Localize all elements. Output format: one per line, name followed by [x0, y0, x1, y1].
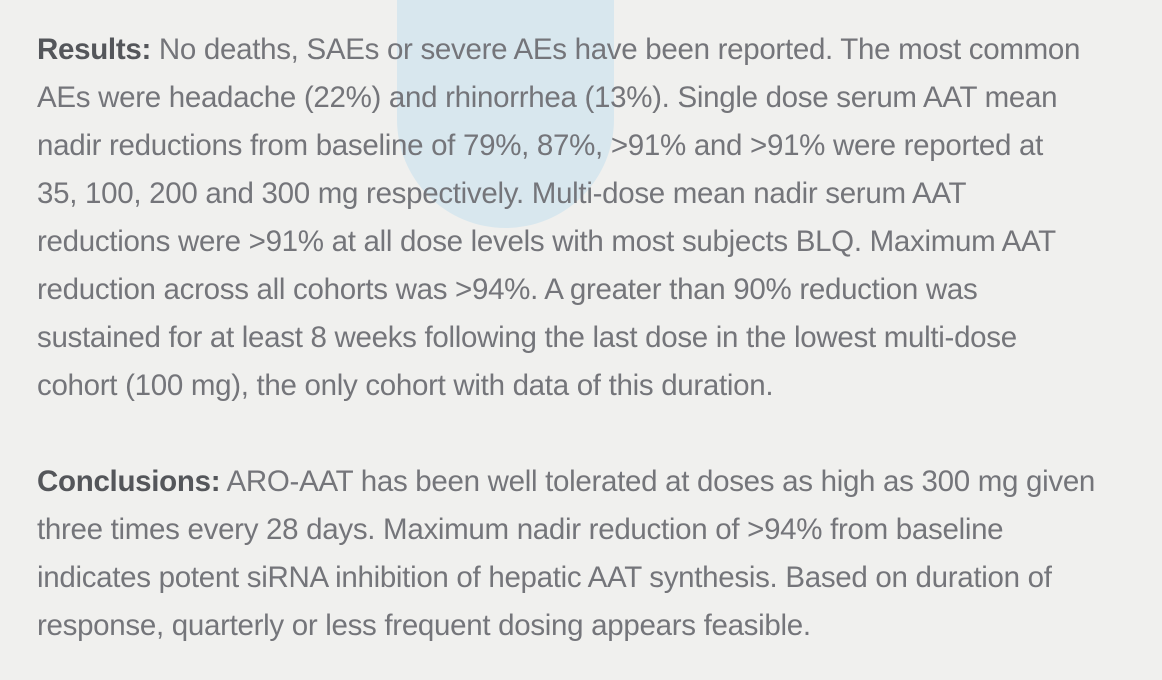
abstract-text-block: Results: No deaths, SAEs or severe AEs h…: [37, 26, 1142, 650]
results-paragraph: Results: No deaths, SAEs or severe AEs h…: [37, 26, 1142, 410]
results-section-label: Results:: [37, 33, 151, 66]
conclusions-line: response, quarterly or less frequent dos…: [37, 609, 811, 642]
conclusions-line: Conclusions: ARO-AAT has been well toler…: [37, 458, 1142, 506]
results-line: AEs were headache (22%) and rhinorrhea (…: [37, 81, 1058, 114]
results-line-text: No deaths, SAEs or severe AEs have been …: [158, 33, 1081, 66]
results-line: cohort (100 mg), the only cohort with da…: [37, 369, 774, 402]
conclusions-line: three times every 28 days. Maximum nadir…: [37, 513, 1004, 546]
results-line: Results: No deaths, SAEs or severe AEs h…: [37, 26, 1142, 74]
results-line: reductions were >91% at all dose levels …: [37, 225, 1056, 258]
conclusions-paragraph: Conclusions: ARO-AAT has been well toler…: [37, 458, 1142, 650]
conclusions-line: indicates potent siRNA inhibition of hep…: [37, 561, 1052, 594]
conclusions-section-label: Conclusions:: [37, 465, 221, 498]
results-line: nadir reductions from baseline of 79%, 8…: [37, 129, 1044, 162]
results-line: sustained for at least 8 weeks following…: [37, 321, 1017, 354]
decorative-pill-shape: [397, 0, 614, 228]
results-line: 35, 100, 200 and 300 mg respectively. Mu…: [37, 177, 967, 210]
conclusions-line-text: ARO-AAT has been well tolerated at doses…: [226, 465, 1096, 498]
results-line: reduction across all cohorts was >94%. A…: [37, 273, 978, 306]
